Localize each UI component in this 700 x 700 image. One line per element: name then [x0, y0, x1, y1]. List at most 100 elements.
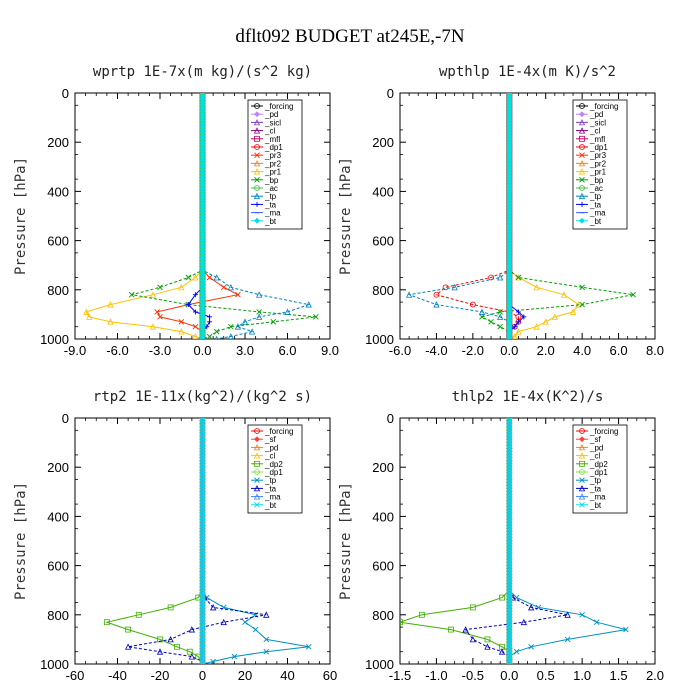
data-point	[207, 314, 213, 320]
legend-entry: _pr3	[251, 151, 282, 160]
legend-entry: _sf	[251, 435, 276, 444]
series-bt	[199, 93, 206, 339]
y-tick-label: 1000	[365, 657, 394, 672]
x-tick-label: 3.0	[236, 343, 254, 358]
y-tick-label: 0	[62, 411, 69, 426]
series-pr1	[507, 93, 582, 339]
data-point	[442, 284, 449, 291]
data-point	[124, 643, 132, 650]
legend-label: _forcing	[589, 102, 618, 111]
data-point	[542, 318, 549, 325]
data-point	[157, 636, 163, 643]
legend-entry: _pr2	[251, 159, 282, 168]
panel-title: wprtp 1E-7x(m kg)/(s^2 kg)	[93, 64, 312, 80]
data-point	[220, 284, 227, 291]
data-point	[506, 661, 513, 664]
legend-label: _sicl	[264, 118, 281, 127]
legend-marker	[254, 176, 260, 183]
data-point	[135, 611, 142, 618]
x-tick-label: -60	[66, 668, 85, 683]
legend-marker	[579, 201, 585, 207]
legend-label: _dp2	[589, 460, 608, 469]
x-tick-label: -0.5	[462, 668, 484, 683]
data-point	[484, 643, 491, 650]
legend-marker	[578, 127, 586, 134]
x-tick-label: 2.0	[537, 343, 555, 358]
y-axis-label: Pressure [hPa]	[338, 482, 354, 600]
legend-marker	[579, 144, 585, 150]
data-point	[433, 301, 440, 308]
x-tick-label: 8.0	[646, 343, 664, 358]
legend-entry: _cl	[576, 452, 600, 461]
legend-marker	[253, 493, 261, 500]
data-point	[125, 626, 132, 633]
data-point	[488, 274, 494, 281]
data-point	[564, 636, 571, 643]
data-point	[564, 611, 571, 618]
data-point	[623, 626, 629, 633]
legend-label: _ta	[264, 200, 277, 209]
series-line	[508, 93, 580, 339]
data-point	[515, 328, 522, 335]
legend-marker	[578, 485, 586, 492]
legend-entry: _dp2	[251, 460, 283, 469]
x-tick-label: 6.0	[278, 343, 296, 358]
x-tick-label: -9.0	[64, 343, 86, 358]
data-point	[498, 648, 506, 655]
legend-entry: _ma	[251, 493, 281, 502]
legend-entry: _dp1	[576, 468, 608, 477]
legend-label: _ma	[589, 209, 606, 218]
legend-label: _cl	[589, 127, 600, 136]
data-point	[242, 619, 248, 625]
data-point	[149, 323, 157, 330]
y-tick-label: 600	[47, 234, 69, 249]
series-line	[156, 93, 240, 339]
data-point	[497, 323, 503, 330]
data-point	[433, 291, 440, 298]
legend-label: _mfl	[264, 135, 280, 144]
legend: _forcing_pd_sicl_cl_mfl_dp1_pr3_pr2_pr1_…	[572, 99, 628, 230]
legend-label: _dp2	[264, 460, 283, 469]
data-point	[192, 309, 198, 315]
data-point	[497, 313, 504, 320]
legend-label: _bp	[589, 176, 604, 185]
panel-wpthlp: wpthlp 1E-4x(m K)/s^2 Pressure [hPa] -6.…	[338, 64, 664, 358]
series-line	[105, 418, 203, 664]
panel-title: wpthlp 1E-4x(m K)/s^2	[439, 64, 616, 80]
y-tick-label: 400	[47, 184, 69, 199]
data-point	[178, 318, 185, 325]
x-tick-label: 20	[238, 668, 252, 683]
legend-marker	[579, 217, 585, 224]
legend-entry: _ma	[576, 493, 606, 502]
legend-entry: _pr1	[576, 168, 607, 177]
data-point	[405, 291, 413, 298]
legend-box	[572, 99, 628, 230]
legend-label: _pr1	[589, 168, 607, 177]
data-point	[263, 611, 270, 618]
legend-marker	[254, 185, 260, 191]
legend-label: _forcing	[589, 427, 618, 436]
legend-entry: _pd	[576, 110, 603, 119]
data-point	[188, 626, 196, 633]
legend-label: _tp	[264, 476, 277, 485]
legend-box	[247, 99, 303, 230]
series-line	[464, 418, 568, 664]
y-tick-label: 600	[372, 559, 394, 574]
series-line	[435, 93, 519, 339]
data-point	[231, 653, 238, 660]
plot-area	[83, 93, 319, 339]
legend-marker	[254, 217, 260, 224]
series-bt	[506, 93, 513, 339]
data-point	[167, 636, 174, 643]
data-point	[630, 291, 636, 298]
plot-area	[405, 93, 636, 339]
legend-marker	[253, 119, 261, 126]
data-point	[263, 636, 270, 643]
x-tick-label: 0	[199, 668, 206, 683]
data-point	[199, 336, 206, 339]
panel-wprtp: wprtp 1E-7x(m kg)/(s^2 kg) Pressure [hPa…	[13, 64, 339, 358]
legend-label: _ta	[264, 484, 277, 493]
legend-entry: _ma	[251, 209, 281, 218]
legend-entry: _pr1	[251, 168, 282, 177]
